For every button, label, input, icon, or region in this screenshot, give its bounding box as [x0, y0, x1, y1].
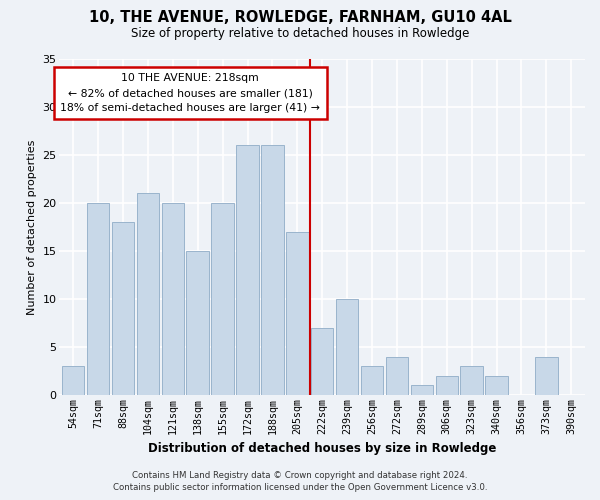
Bar	[311, 328, 334, 395]
Bar	[361, 366, 383, 395]
Bar	[187, 251, 209, 395]
Bar	[261, 146, 284, 395]
Text: 10, THE AVENUE, ROWLEDGE, FARNHAM, GU10 4AL: 10, THE AVENUE, ROWLEDGE, FARNHAM, GU10 …	[89, 10, 511, 25]
Text: Size of property relative to detached houses in Rowledge: Size of property relative to detached ho…	[131, 28, 469, 40]
Bar	[236, 146, 259, 395]
Bar	[87, 203, 109, 395]
Bar	[137, 194, 159, 395]
Bar	[112, 222, 134, 395]
Bar	[460, 366, 483, 395]
X-axis label: Distribution of detached houses by size in Rowledge: Distribution of detached houses by size …	[148, 442, 496, 455]
Bar	[286, 232, 308, 395]
Text: Contains HM Land Registry data © Crown copyright and database right 2024.
Contai: Contains HM Land Registry data © Crown c…	[113, 471, 487, 492]
Bar	[410, 386, 433, 395]
Bar	[386, 356, 408, 395]
Bar	[535, 356, 557, 395]
Bar	[161, 203, 184, 395]
Bar	[211, 203, 234, 395]
Y-axis label: Number of detached properties: Number of detached properties	[27, 140, 37, 314]
Bar	[436, 376, 458, 395]
Bar	[485, 376, 508, 395]
Text: 10 THE AVENUE: 218sqm
← 82% of detached houses are smaller (181)
18% of semi-det: 10 THE AVENUE: 218sqm ← 82% of detached …	[60, 74, 320, 113]
Bar	[336, 299, 358, 395]
Bar	[62, 366, 85, 395]
